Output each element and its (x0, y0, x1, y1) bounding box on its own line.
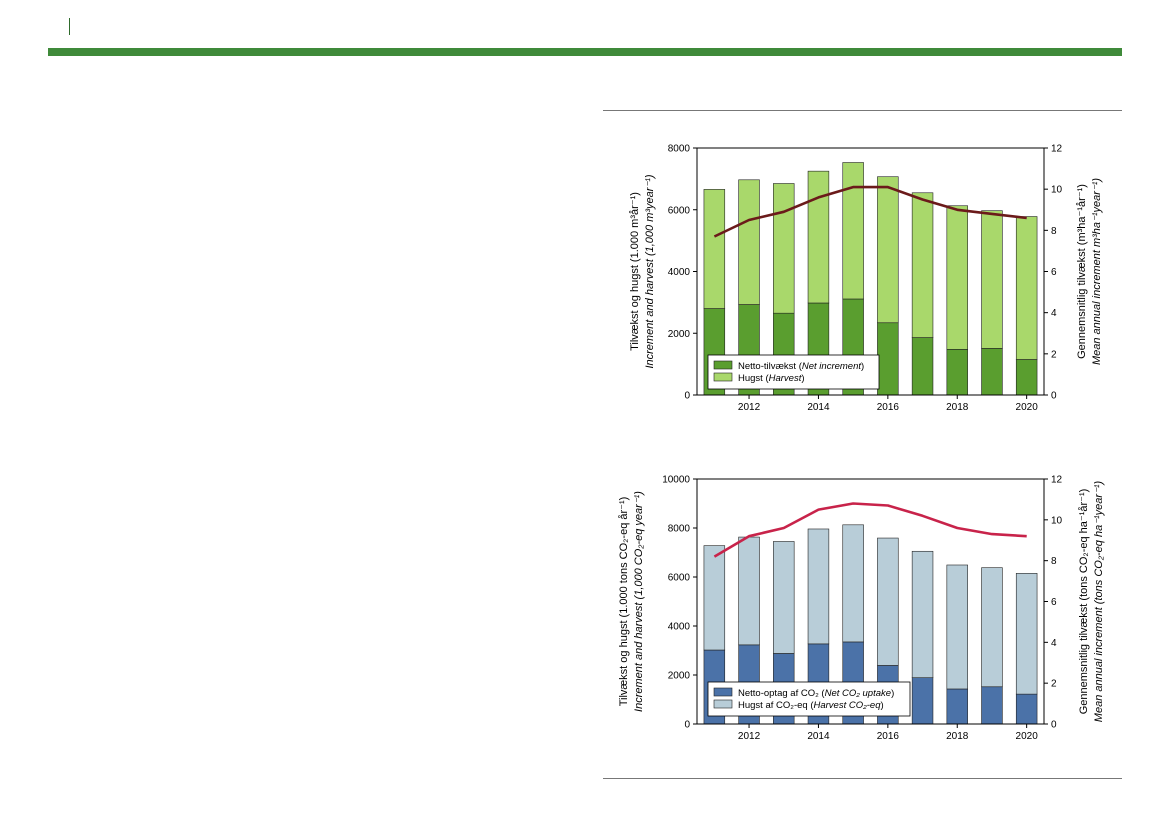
bar-upper-2014 (807, 170, 830, 304)
right-tick-label: 0 (1051, 720, 1057, 731)
legend-label-1: Hugst af CO₂-eq (Harvest CO₂-eq) (738, 700, 884, 711)
left-tick-label: 2000 (668, 329, 691, 340)
y2-axis-title-en: Mean annual increment m³ha⁻¹year⁻¹) (1091, 178, 1103, 365)
bar-upper-2018 (946, 564, 968, 690)
bar-upper-2016 (877, 537, 899, 666)
bar-lower-2020 (1015, 693, 1038, 725)
legend-label-0: Netto-tilvækst (Net increment) (738, 361, 864, 372)
x-tick-label: 2014 (807, 402, 830, 413)
right-tick-label: 6 (1051, 597, 1057, 608)
bar-upper-2015 (842, 524, 864, 643)
left-tick-label: 10000 (662, 475, 690, 486)
y-axis-title: Tilvækst og hugst (1.000 m³år⁻¹) (629, 192, 641, 351)
bar-upper-2015 (842, 162, 864, 300)
bottom-rule (603, 778, 1122, 779)
left-tick-label: 4000 (668, 622, 691, 633)
y2-axis-title: Gennemsnitlig tilvækst (m³ha⁻¹år⁻¹) (1076, 184, 1088, 359)
header-marker (69, 18, 70, 35)
bar-upper-2011 (703, 545, 726, 651)
bar-lower-2017 (911, 677, 934, 725)
left-tick-label: 8000 (668, 144, 691, 155)
x-tick-label: 2018 (946, 402, 969, 413)
bar-lower-2018 (946, 688, 968, 725)
left-tick-label: 2000 (668, 671, 691, 682)
legend-swatch-0 (713, 360, 733, 370)
left-tick-label: 8000 (668, 524, 691, 535)
x-tick-label: 2014 (807, 731, 830, 742)
legend-label-0: Netto-optag af CO₂ (Net CO₂ uptake) (738, 688, 894, 699)
right-tick-label: 2 (1051, 349, 1057, 360)
left-tick-label: 0 (684, 391, 690, 402)
right-tick-label: 0 (1051, 391, 1057, 402)
x-tick-label: 2016 (877, 402, 900, 413)
bar-upper-2013 (773, 183, 795, 314)
y-axis-title-en: Increment and harvest (1,000 CO₂-eq year… (633, 491, 645, 712)
left-tick-label: 6000 (668, 573, 691, 584)
x-tick-label: 2016 (877, 731, 900, 742)
legend-swatch-1 (713, 699, 733, 709)
y2-axis-title-en: Mean annual increment (tons CO₂-eq ha⁻¹y… (1093, 480, 1105, 722)
right-tick-label: 6 (1051, 267, 1057, 278)
bar-upper-2014 (807, 528, 830, 645)
bar-upper-2013 (773, 541, 795, 654)
bar-upper-2012 (738, 179, 760, 305)
bar-upper-2011 (703, 189, 726, 309)
legend-label-1: Hugst (Harvest) (738, 373, 805, 384)
left-tick-label: 4000 (668, 267, 691, 278)
bar-upper-2020 (1015, 216, 1038, 360)
y-axis-title-en: Increment and harvest (1,000 m³year⁻¹) (644, 174, 656, 368)
bar-lower-2019 (981, 686, 1003, 725)
bar-upper-2017 (911, 550, 934, 678)
bar-upper-2020 (1015, 573, 1038, 695)
left-tick-label: 0 (684, 720, 690, 731)
legend-box (707, 354, 880, 390)
mean-increment-line (713, 185, 1027, 238)
bar-upper-2019 (981, 210, 1003, 349)
right-tick-label: 12 (1051, 144, 1063, 155)
x-tick-label: 2020 (1016, 402, 1039, 413)
y-axis-title: Tilvækst og hugst (1.000 tons CO₂-eq år⁻… (618, 497, 630, 707)
legend-swatch-1 (713, 372, 733, 382)
bar-upper-2012 (738, 536, 760, 646)
right-tick-label: 12 (1051, 475, 1063, 486)
y2-axis-title: Gennemsnitlig tilvækst (tons CO₂-eq ha⁻¹… (1078, 489, 1090, 715)
header-band (48, 48, 1122, 56)
legend-swatch-0 (713, 687, 733, 697)
bar-upper-2018 (946, 205, 968, 350)
right-tick-label: 4 (1051, 308, 1057, 319)
right-tick-label: 10 (1051, 185, 1063, 196)
legend-box (707, 681, 911, 717)
x-tick-label: 2012 (738, 402, 761, 413)
right-tick-label: 10 (1051, 515, 1063, 526)
right-tick-label: 8 (1051, 556, 1057, 567)
right-tick-label: 8 (1051, 226, 1057, 237)
x-tick-label: 2020 (1016, 731, 1039, 742)
top-rule (603, 110, 1122, 111)
x-tick-label: 2018 (946, 731, 969, 742)
bar-upper-2016 (877, 176, 899, 324)
bar-upper-2019 (981, 567, 1003, 688)
x-tick-label: 2012 (738, 731, 761, 742)
bar-upper-2017 (911, 192, 934, 338)
right-tick-label: 2 (1051, 679, 1057, 690)
mean-increment-line (713, 502, 1027, 558)
right-tick-label: 4 (1051, 638, 1057, 649)
left-tick-label: 6000 (668, 205, 691, 216)
